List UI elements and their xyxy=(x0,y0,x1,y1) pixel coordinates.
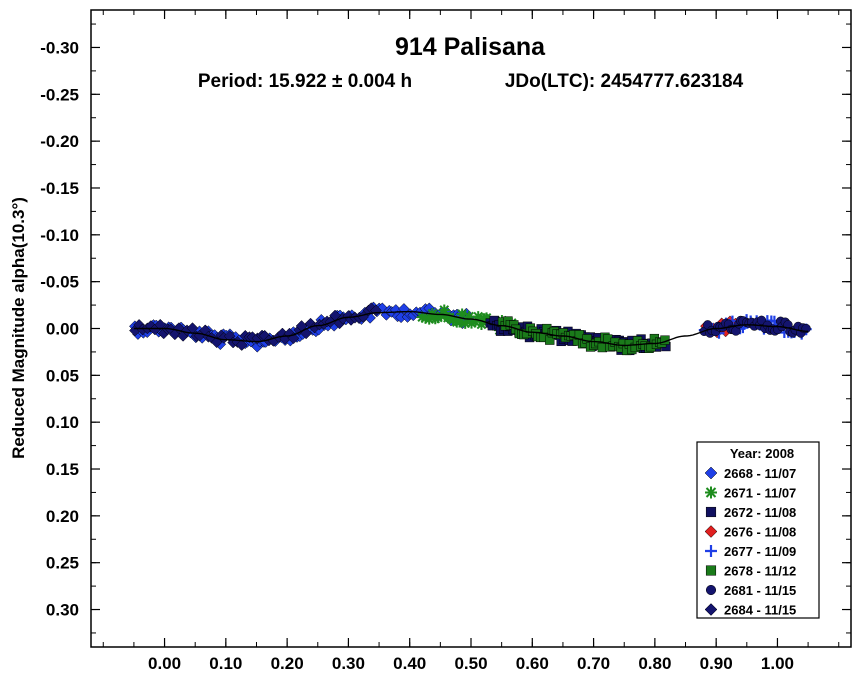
data-point xyxy=(235,339,248,351)
data-point xyxy=(432,312,444,324)
legend-entry-label: 2671 - 11/07 xyxy=(724,486,796,501)
y-tick-label: 0.05 xyxy=(46,366,79,385)
epoch-subtitle: JDo(LTC): 2454777.623184 xyxy=(505,71,744,92)
legend-entry-label: 2677 - 11/09 xyxy=(724,544,796,559)
y-tick-label: 0.15 xyxy=(46,460,79,479)
legend-marker xyxy=(705,545,717,557)
x-tick-label: 0.00 xyxy=(148,654,181,673)
x-tick-label: 1.00 xyxy=(761,654,794,673)
legend-title: Year: 2008 xyxy=(730,446,794,461)
y-tick-label: -0.10 xyxy=(40,226,79,245)
chart-title: 914 Palisana xyxy=(395,33,546,61)
y-tick-label: 0.20 xyxy=(46,507,79,526)
legend-marker xyxy=(705,486,717,499)
x-tick-label: 0.70 xyxy=(577,654,610,673)
x-tick-label: 0.80 xyxy=(638,654,671,673)
legend-marker xyxy=(704,603,718,616)
data-point xyxy=(597,342,607,353)
axis-ticks: 0.00 0.10 0.20 0.30 0.40 0.50 0.60 0.70 0.80 0.90… xyxy=(40,10,851,673)
data-point xyxy=(454,316,466,328)
data-point xyxy=(210,336,223,349)
data-point xyxy=(465,317,477,329)
y-tick-label: 0.30 xyxy=(46,601,79,620)
y-tick-label: 0.10 xyxy=(46,413,79,432)
period-subtitle: Period: 15.922 ± 0.004 h xyxy=(198,71,412,92)
x-tick-label: 0.10 xyxy=(209,654,242,673)
legend-entry-label: 2678 - 11/12 xyxy=(724,564,796,579)
x-tick-label: 0.40 xyxy=(393,654,426,673)
legend-box xyxy=(696,441,820,619)
data-point xyxy=(435,310,447,322)
data-point xyxy=(423,313,435,325)
legend-marker xyxy=(705,506,717,518)
y-tick-label: 0.00 xyxy=(46,320,79,339)
fit-curve-line xyxy=(133,310,809,347)
data-point xyxy=(469,316,481,328)
data-point xyxy=(459,317,471,329)
legend-marker xyxy=(704,466,718,480)
legend-entry-label: 2676 - 11/08 xyxy=(724,525,796,540)
x-tick-label: 0.90 xyxy=(700,654,733,673)
y-tick-label: 0.25 xyxy=(46,554,79,573)
x-tick-label: 0.20 xyxy=(271,654,304,673)
legend-entry-label: 2672 - 11/08 xyxy=(724,505,796,520)
series-7 xyxy=(699,315,811,338)
y-axis-label: Reduced Magnitude alpha(10.3°) xyxy=(9,197,28,459)
x-tick-label: 0.60 xyxy=(516,654,549,673)
data-point xyxy=(154,318,167,331)
legend-marker xyxy=(705,565,717,576)
data-point xyxy=(475,318,487,330)
data-point xyxy=(416,311,428,323)
y-tick-label: -0.20 xyxy=(40,132,79,151)
legend-marker xyxy=(704,525,718,538)
data-point xyxy=(456,308,468,320)
y-tick-label: -0.05 xyxy=(40,273,79,292)
data-point xyxy=(438,304,450,316)
x-tick-label: 0.50 xyxy=(454,654,487,673)
y-tick-label: -0.15 xyxy=(40,179,79,198)
data-points xyxy=(129,301,812,356)
y-tick-label: -0.25 xyxy=(40,85,79,104)
fit-curve xyxy=(133,310,809,347)
data-point xyxy=(472,311,484,323)
legend: Year: 2008 2668 - 11/07 2671 - 11/07 2672 -… xyxy=(696,441,820,619)
legend-entry-label: 2668 - 11/07 xyxy=(724,466,796,481)
legend-entry-label: 2684 - 11/15 xyxy=(724,603,796,618)
data-point xyxy=(463,310,475,322)
x-tick-label: 0.30 xyxy=(332,654,365,673)
series-6 xyxy=(497,316,670,356)
y-tick-label: -0.30 xyxy=(40,38,79,57)
legend-entry-label: 2681 - 11/15 xyxy=(724,583,796,598)
legend-marker xyxy=(705,584,717,596)
